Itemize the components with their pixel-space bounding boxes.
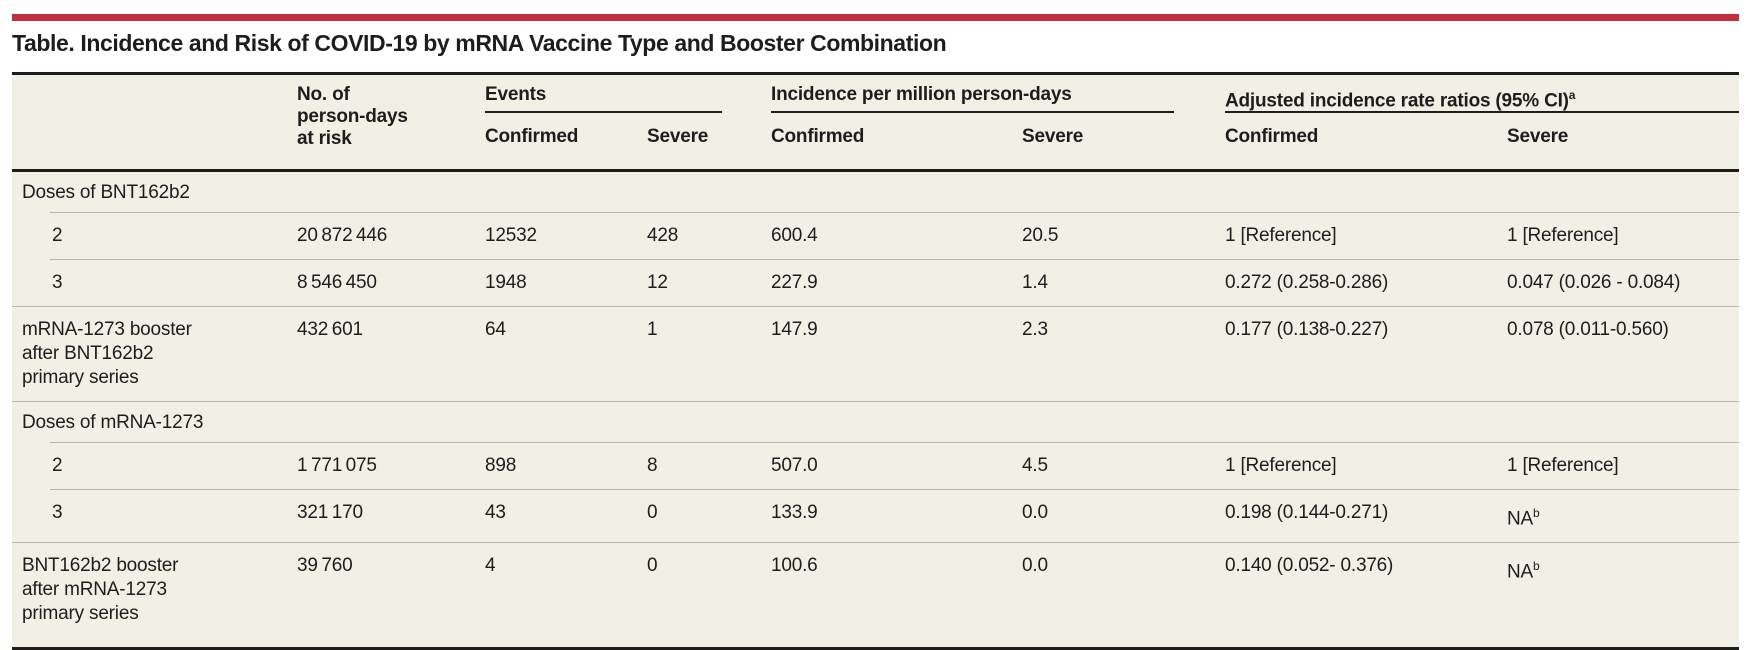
- table-cell: 8: [647, 455, 658, 476]
- table-body: Doses of BNT162b2 2 20 872 446 12532 428 600.…: [12, 172, 1739, 647]
- table-cell: 43: [485, 502, 506, 523]
- table-cell: 0.078 (0.011-0.560): [1507, 319, 1669, 340]
- table-row: mRNA-1273 booster after BNT162b2 primary…: [12, 307, 1739, 401]
- table-cell: 227.9: [771, 272, 818, 293]
- table-cell: 12: [647, 272, 668, 293]
- incidence-underline: [771, 111, 1174, 113]
- table-row: 2 20 872 446 12532 428 600.4 20.5 1 [Reference…: [12, 213, 1739, 259]
- table-cell: 428: [647, 225, 679, 246]
- table-cell: 4: [485, 555, 496, 577]
- table-cell: 0: [647, 502, 658, 523]
- table-cell: 0.0: [1022, 555, 1048, 577]
- data-table: No. of person-days at risk Events Confir…: [12, 72, 1739, 650]
- table-cell: 0.177 (0.138-0.227): [1225, 319, 1389, 340]
- table-cell: 1 771 075: [297, 455, 377, 476]
- table-cell: 1948: [485, 272, 527, 293]
- table-cell: 64: [485, 319, 506, 340]
- table-cell: 2.3: [1022, 319, 1048, 340]
- table-cell: 1 [Reference]: [1507, 455, 1619, 476]
- table-title: Table. Incidence and Risk of COVID-19 by…: [12, 30, 947, 56]
- table-cell: 8 546 450: [297, 272, 377, 293]
- row-separator: [50, 212, 1739, 213]
- table-cell: 20.5: [1022, 225, 1059, 246]
- incidence-confirmed-header: Confirmed: [771, 126, 865, 147]
- row-label: 3: [52, 272, 63, 293]
- row-separator: [12, 401, 1739, 402]
- person-days-header: No. of person-days at risk: [297, 84, 408, 149]
- row-separator: [50, 489, 1739, 490]
- row-label: 2: [52, 225, 63, 246]
- table-cell: 4.5: [1022, 455, 1048, 476]
- airr-group-header: Adjusted incidence rate ratios (95% CI)a…: [1225, 75, 1739, 169]
- table-cell: 147.9: [771, 319, 818, 340]
- table-cell: 0.198 (0.144-0.271): [1225, 502, 1389, 523]
- row-separator: [50, 442, 1739, 443]
- table-row: BNT162b2 booster after mRNA-1273 primary…: [12, 543, 1739, 647]
- table-cell: NAb: [1507, 559, 1540, 583]
- row-label: Doses of mRNA-1273: [22, 412, 204, 433]
- airr-underline: [1225, 111, 1739, 113]
- journal-accent-bar: [12, 14, 1739, 21]
- table-cell: 0.0: [1022, 502, 1048, 523]
- airr-confirmed-header: Confirmed: [1225, 126, 1319, 147]
- table-cell: 0: [647, 555, 658, 577]
- row-separator: [12, 542, 1739, 544]
- row-label: mRNA-1273 booster after BNT162b2 primary…: [22, 319, 192, 388]
- events-underline: [485, 111, 722, 113]
- table-cell: 1 [Reference]: [1225, 225, 1337, 246]
- table-cell: 1 [Reference]: [1507, 225, 1619, 246]
- table-cell: 0.272 (0.258-0.286): [1225, 272, 1389, 293]
- row-label: BNT162b2 booster after mRNA-1273 primary…: [22, 555, 179, 625]
- incidence-severe-header: Severe: [1022, 126, 1084, 147]
- table-row: 3 8 546 450 1948 12 227.9 1.4 0.272 (0.258-0.2…: [12, 260, 1739, 306]
- table-cell: 1.4: [1022, 272, 1048, 293]
- airr-severe-header: Severe: [1507, 126, 1569, 147]
- section-header-row: Doses of BNT162b2: [12, 172, 1739, 212]
- table-row: 3 321 170 43 0 133.9 0.0 0.198 (0.144-0.271) NA…: [12, 490, 1739, 542]
- table-header: No. of person-days at risk Events Confir…: [12, 75, 1739, 172]
- table-cell: 39 760: [297, 555, 353, 577]
- table-cell: 600.4: [771, 225, 818, 246]
- table-cell: 507.0: [771, 455, 818, 476]
- table-cell: 133.9: [771, 502, 818, 523]
- table-cell: 0.047 (0.026 - 0.084): [1507, 272, 1681, 293]
- table-cell: 321 170: [297, 502, 363, 523]
- table-cell: 1 [Reference]: [1225, 455, 1337, 476]
- row-label: 2: [52, 455, 63, 476]
- table-row: 2 1 771 075 898 8 507.0 4.5 1 [Reference] 1 [Re…: [12, 443, 1739, 489]
- table-cell: 898: [485, 455, 517, 476]
- row-label: Doses of BNT162b2: [22, 182, 190, 203]
- table-cell: 20 872 446: [297, 225, 388, 246]
- section-header-row: Doses of mRNA-1273: [12, 402, 1739, 442]
- table-cell: NAb: [1507, 506, 1540, 530]
- events-severe-header: Severe: [647, 126, 709, 147]
- row-label-header: [12, 75, 297, 169]
- table-cell: 0.140 (0.052- 0.376): [1225, 555, 1394, 577]
- row-separator: [50, 259, 1739, 260]
- incidence-group-header: Incidence per million person-days Confir…: [771, 75, 1225, 169]
- row-label: 3: [52, 502, 63, 523]
- events-confirmed-header: Confirmed: [485, 126, 579, 147]
- table-cell: 1: [647, 319, 658, 340]
- row-separator: [12, 306, 1739, 307]
- table-cell: 100.6: [771, 555, 818, 577]
- events-group-header: Events Confirmed Severe: [485, 75, 771, 169]
- table-cell: 12532: [485, 225, 537, 246]
- table-cell: 432 601: [297, 319, 363, 340]
